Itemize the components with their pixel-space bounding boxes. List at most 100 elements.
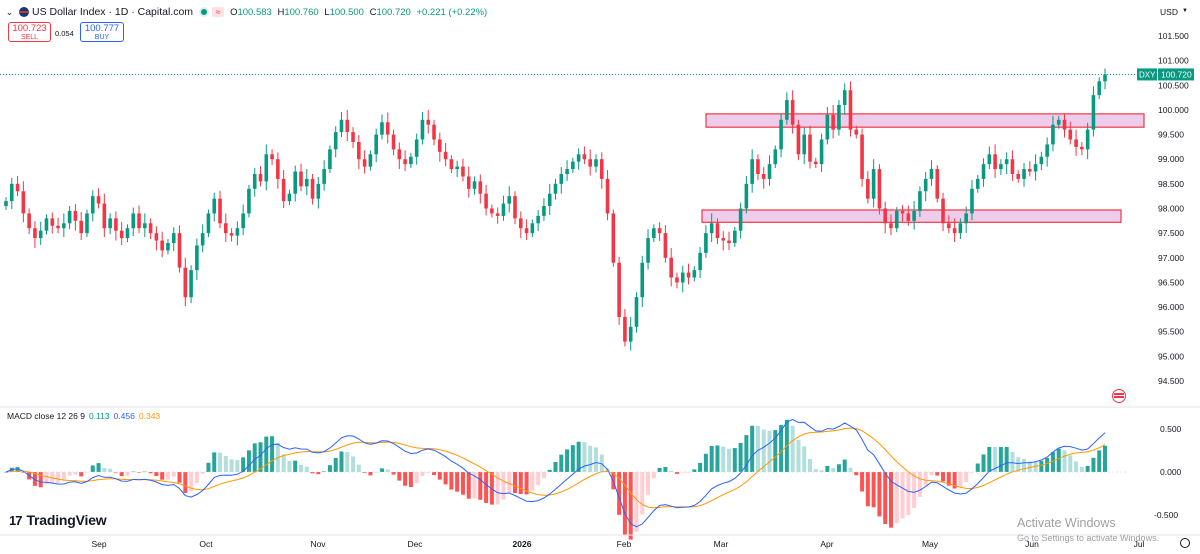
candle-body [530, 223, 535, 234]
macd-hist-bar [32, 472, 37, 486]
candle-body [547, 193, 552, 207]
zone-resistance [705, 113, 1145, 128]
candle-body [1010, 159, 1015, 174]
candle-body [409, 156, 413, 165]
macd-hist-bar [888, 472, 893, 528]
wave-icon[interactable]: ≈ [212, 7, 225, 17]
candle [85, 209, 89, 238]
market-status-icon[interactable] [199, 7, 210, 17]
candle-body [900, 210, 905, 214]
macd-hist-bar [1010, 451, 1015, 472]
candle [680, 265, 685, 293]
candle-body [761, 174, 766, 179]
candle [1051, 115, 1055, 152]
macd-hist-bar [56, 472, 61, 483]
macd-hist-bar [455, 472, 460, 492]
buy-label: BUY [94, 34, 110, 41]
macd-hist-bar [426, 472, 431, 473]
candle [727, 231, 731, 250]
candle-body [67, 210, 72, 224]
candle [571, 157, 575, 174]
candle-body [692, 270, 697, 278]
candle-body [559, 174, 564, 184]
macd-tick-label: 0.000 [1160, 467, 1182, 477]
candle [883, 201, 887, 234]
macd-hist-bar [322, 471, 327, 472]
candle [1080, 141, 1084, 156]
currency-selector[interactable]: USD [1160, 7, 1178, 17]
candle-body [166, 243, 170, 251]
candle [964, 206, 968, 234]
candle [281, 170, 286, 209]
candle [21, 181, 26, 223]
candle [623, 309, 627, 347]
candle [119, 221, 124, 245]
candle [270, 149, 274, 166]
candle [987, 146, 992, 170]
macd-hist-bar [15, 467, 20, 472]
candle [663, 225, 668, 263]
sell-button[interactable]: 100.723 SELL [8, 22, 51, 42]
candle-body [119, 230, 124, 239]
candle [513, 191, 517, 225]
macd-line-value: 0.456 [113, 411, 135, 421]
candle-body [21, 191, 26, 214]
candle-body [941, 198, 945, 224]
candle [894, 207, 899, 233]
candle [756, 154, 760, 180]
candle-body [484, 193, 488, 209]
candle [518, 211, 523, 239]
macd-legend[interactable]: MACD close 12 26 9 0.113 0.456 0.343 [7, 411, 160, 421]
candle-body [90, 196, 95, 214]
candle-body [455, 166, 459, 170]
macd-hist-bar [241, 457, 246, 472]
macd-hist-bar [680, 472, 685, 473]
macd-hist-bar [449, 472, 454, 490]
candle-body [825, 114, 830, 140]
macd-hist-bar [692, 469, 697, 472]
candle [380, 114, 384, 140]
tradingview-logo[interactable]: 17 TradingView [9, 512, 107, 528]
event-flag-icon[interactable] [1112, 389, 1126, 403]
macd-hist-bar [900, 472, 905, 519]
candle [137, 205, 141, 234]
macd-hist-bar [1027, 461, 1032, 472]
macd-hist-bar [715, 445, 720, 472]
candle-body [426, 119, 431, 125]
candle [56, 217, 60, 234]
macd-hist-bar [1103, 445, 1107, 472]
candle [507, 186, 512, 213]
candle [958, 218, 963, 240]
macd-hist-bar [1016, 457, 1021, 472]
macd-hist-bar [345, 452, 350, 472]
candle [1062, 113, 1067, 138]
buy-button[interactable]: 100.777 BUY [80, 22, 124, 42]
gear-icon[interactable] [1180, 538, 1190, 548]
macd-hist-bar [420, 472, 425, 476]
macd-hist-bar [657, 467, 662, 472]
macd-hist-bar [1068, 455, 1073, 472]
symbol-title[interactable]: US Dollar Index · 1D · Capital.com [32, 6, 194, 18]
macd-hist-bar [108, 468, 113, 472]
candle [62, 213, 66, 238]
macd-hist-bar [293, 460, 298, 472]
candle-body [102, 203, 107, 229]
candle [50, 212, 55, 234]
caret-down-icon[interactable]: ▼ [1182, 8, 1188, 14]
macd-hist-bar [848, 467, 853, 472]
macd-hist-bar [351, 456, 356, 472]
candle [837, 100, 841, 136]
candle-body [513, 196, 517, 219]
macd-hist-bar [460, 472, 465, 495]
candle-body [33, 228, 37, 239]
candle [1039, 151, 1044, 171]
macd-hist-bar [703, 453, 708, 472]
candle-body [62, 223, 66, 229]
macd-hist-bar [547, 469, 552, 472]
candle-body [9, 183, 14, 202]
macd-hist-bar [218, 452, 223, 472]
candle [715, 218, 720, 244]
chevron-down-icon[interactable]: ⌄ [5, 6, 14, 17]
x-tick-label: Sep [91, 539, 106, 549]
